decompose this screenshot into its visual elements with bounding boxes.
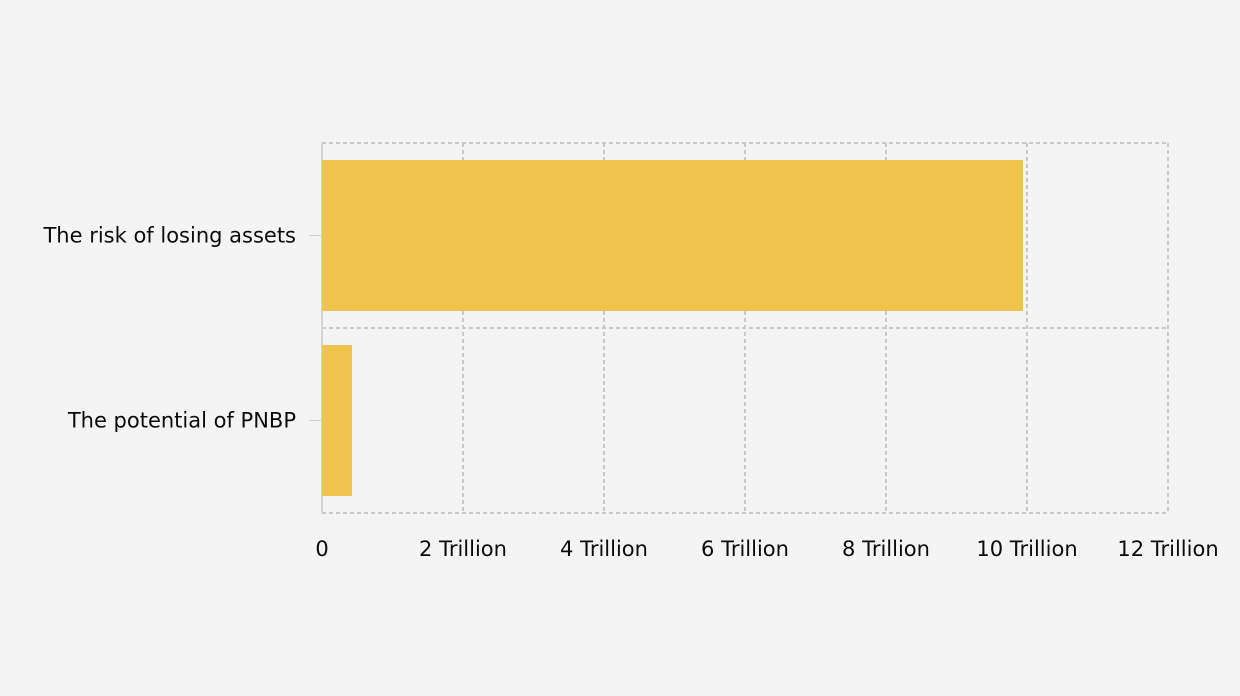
y-axis-tick bbox=[309, 234, 321, 237]
x-tick-label: 12 Trillion bbox=[1117, 537, 1219, 561]
x-tick-label: 8 Trillion bbox=[842, 537, 930, 561]
y-axis-tick bbox=[309, 419, 321, 422]
vertical-gridline bbox=[885, 143, 887, 513]
vertical-gridline bbox=[1026, 143, 1028, 513]
y-axis-labels: The risk of losing assets The potential o… bbox=[0, 143, 296, 513]
x-tick-label: 2 Trillion bbox=[419, 537, 507, 561]
x-tick-label: 10 Trillion bbox=[976, 537, 1078, 561]
bar-2 bbox=[322, 345, 352, 496]
vertical-gridline bbox=[462, 143, 464, 513]
x-tick-label: 4 Trillion bbox=[560, 537, 648, 561]
vertical-gridline bbox=[1167, 143, 1169, 513]
y-axis-line bbox=[321, 143, 323, 513]
vertical-gridline bbox=[744, 143, 746, 513]
category-label: The potential of PNBP bbox=[67, 407, 296, 432]
category-label: The risk of losing assets bbox=[43, 222, 296, 247]
x-axis-labels: 0 2 Trillion 4 Trillion 6 Trillion 8 Trillio… bbox=[315, 537, 1218, 567]
bar-1 bbox=[322, 160, 1024, 311]
vertical-gridline bbox=[603, 143, 605, 513]
x-tick-label: 0 bbox=[315, 537, 329, 561]
x-tick-label: 6 Trillion bbox=[701, 537, 789, 561]
plot-area bbox=[309, 142, 1169, 514]
horizontal-gridline bbox=[322, 512, 1168, 514]
